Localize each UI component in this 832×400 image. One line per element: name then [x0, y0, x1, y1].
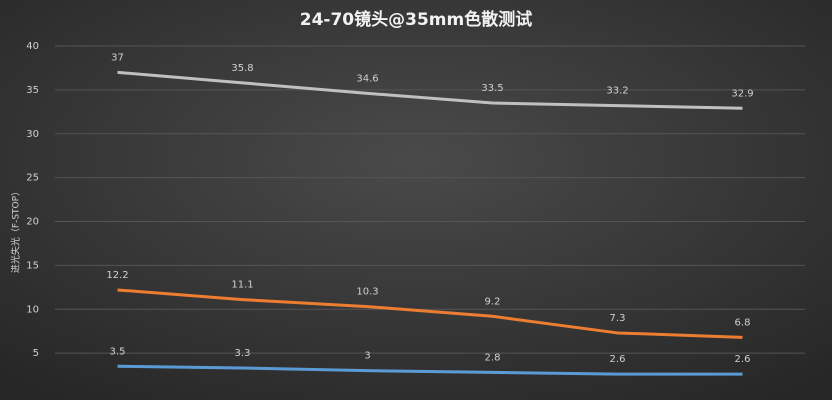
y-tick-label: 10	[26, 304, 39, 315]
y-tick-label: 35	[26, 85, 39, 96]
data-label: 6.8	[735, 317, 751, 328]
data-label: 33.2	[606, 86, 628, 97]
data-label: 7.3	[610, 313, 626, 324]
data-label: 33.5	[481, 83, 503, 94]
data-label: 34.6	[356, 73, 378, 84]
y-axis-label: 进光失光（F-STOP）	[10, 187, 22, 273]
series-line	[117, 364, 743, 376]
y-tick-label: 25	[26, 173, 39, 184]
data-label: 3	[364, 351, 370, 362]
y-tick-label: 15	[26, 260, 39, 271]
chart-title: 24-70镜头@35mm色散测试	[300, 9, 532, 30]
data-label: 10.3	[356, 287, 378, 298]
y-tick-label: 40	[26, 41, 39, 52]
data-label: 2.8	[485, 352, 501, 363]
y-tick-label: 20	[26, 217, 39, 228]
data-label: 35.8	[231, 63, 253, 74]
data-label: 12.2	[106, 270, 128, 281]
series-line	[117, 70, 743, 110]
data-label: 32.9	[731, 88, 753, 99]
data-label: 2.6	[610, 354, 626, 365]
series-line	[117, 288, 743, 339]
data-label: 3.5	[110, 346, 126, 357]
data-label: 3.3	[235, 348, 251, 359]
data-label: 2.6	[735, 354, 751, 365]
data-label: 9.2	[485, 296, 501, 307]
y-tick-label: 30	[26, 129, 39, 140]
data-label: 37	[111, 52, 124, 63]
data-label: 11.1	[231, 280, 253, 291]
y-tick-label: 5	[33, 348, 39, 359]
